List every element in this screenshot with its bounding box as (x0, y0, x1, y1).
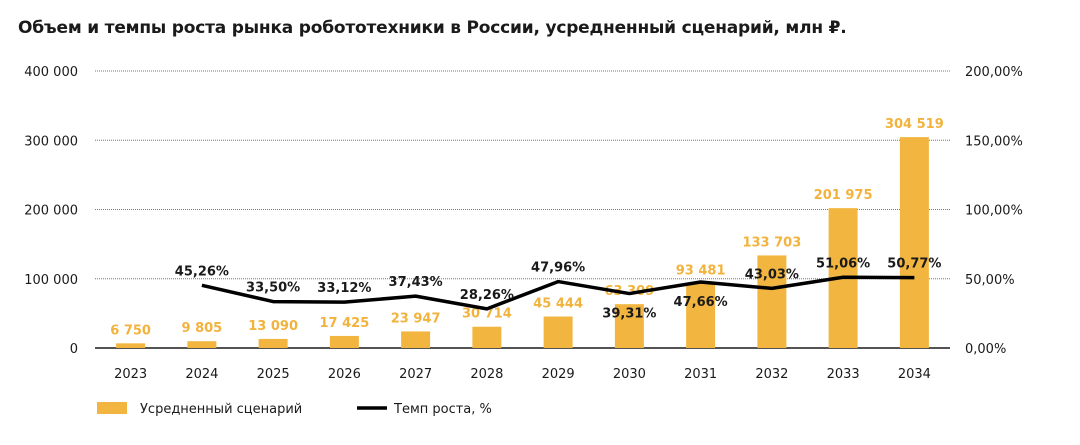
bar-label: 304 519 (885, 117, 944, 132)
x-tick-label: 2024 (185, 367, 218, 382)
x-tick-label: 2026 (328, 367, 361, 382)
left-tick-label: 100 000 (24, 273, 78, 288)
chart-title: Объем и темпы роста рынка робототехники … (18, 18, 847, 38)
x-tick-label: 2030 (613, 367, 646, 382)
bar-label: 201 975 (814, 188, 873, 203)
bar-label: 23 947 (391, 311, 441, 326)
line-label: 28,26% (460, 288, 514, 303)
x-tick-label: 2034 (898, 367, 931, 382)
legend-label-line: Темп роста, % (393, 402, 492, 417)
line-label: 37,43% (389, 275, 443, 290)
bar-label: 45 444 (533, 297, 583, 312)
bar-label: 93 481 (676, 263, 726, 278)
left-tick-label: 400 000 (24, 65, 78, 80)
bar-label: 17 425 (319, 316, 369, 331)
bar (472, 326, 502, 348)
bar (329, 335, 359, 348)
line-label: 47,66% (674, 295, 728, 310)
x-tick-label: 2033 (827, 367, 860, 382)
bar (187, 341, 217, 348)
bar (543, 316, 573, 348)
line-label: 33,12% (317, 281, 371, 296)
bar (401, 331, 431, 348)
right-tick-label: 200,00% (965, 65, 1023, 80)
legend-swatch-bar (97, 402, 127, 414)
legend-label-bar: Усредненный сценарий (140, 402, 302, 417)
line-label: 39,31% (602, 307, 656, 322)
line-label: 43,03% (745, 267, 799, 282)
bar-label: 63 309 (604, 284, 654, 299)
bar-label: 30 714 (462, 307, 512, 322)
x-tick-label: 2025 (257, 367, 290, 382)
right-tick-label: 150,00% (965, 134, 1023, 149)
bar-label: 6 750 (110, 323, 151, 338)
bar (116, 343, 146, 348)
right-tick-label: 0,00% (965, 342, 1006, 357)
x-tick-label: 2029 (542, 367, 575, 382)
line-label: 45,26% (175, 264, 229, 279)
left-tick-label: 200 000 (24, 204, 78, 219)
bar-label: 9 805 (182, 321, 223, 336)
line-label: 50,77% (887, 257, 941, 272)
bar (757, 255, 787, 348)
x-tick-label: 2032 (755, 367, 788, 382)
x-tick-label: 2027 (399, 367, 432, 382)
bar-label: 13 090 (248, 319, 298, 334)
bar (686, 283, 716, 348)
bar-label: 133 703 (742, 235, 801, 250)
line-label: 47,96% (531, 261, 585, 276)
x-tick-label: 2031 (684, 367, 717, 382)
line-label: 33,50% (246, 281, 300, 296)
x-tick-label: 2028 (470, 367, 503, 382)
right-tick-label: 100,00% (965, 204, 1023, 219)
bar (899, 137, 929, 348)
bar (614, 304, 644, 348)
line-label: 51,06% (816, 256, 870, 271)
bar (258, 338, 288, 348)
growth-line (201, 275, 915, 311)
right-tick-label: 50,00% (965, 273, 1015, 288)
left-tick-label: 300 000 (24, 134, 78, 149)
x-tick-label: 2023 (114, 367, 147, 382)
left-tick-label: 0 (70, 342, 78, 357)
